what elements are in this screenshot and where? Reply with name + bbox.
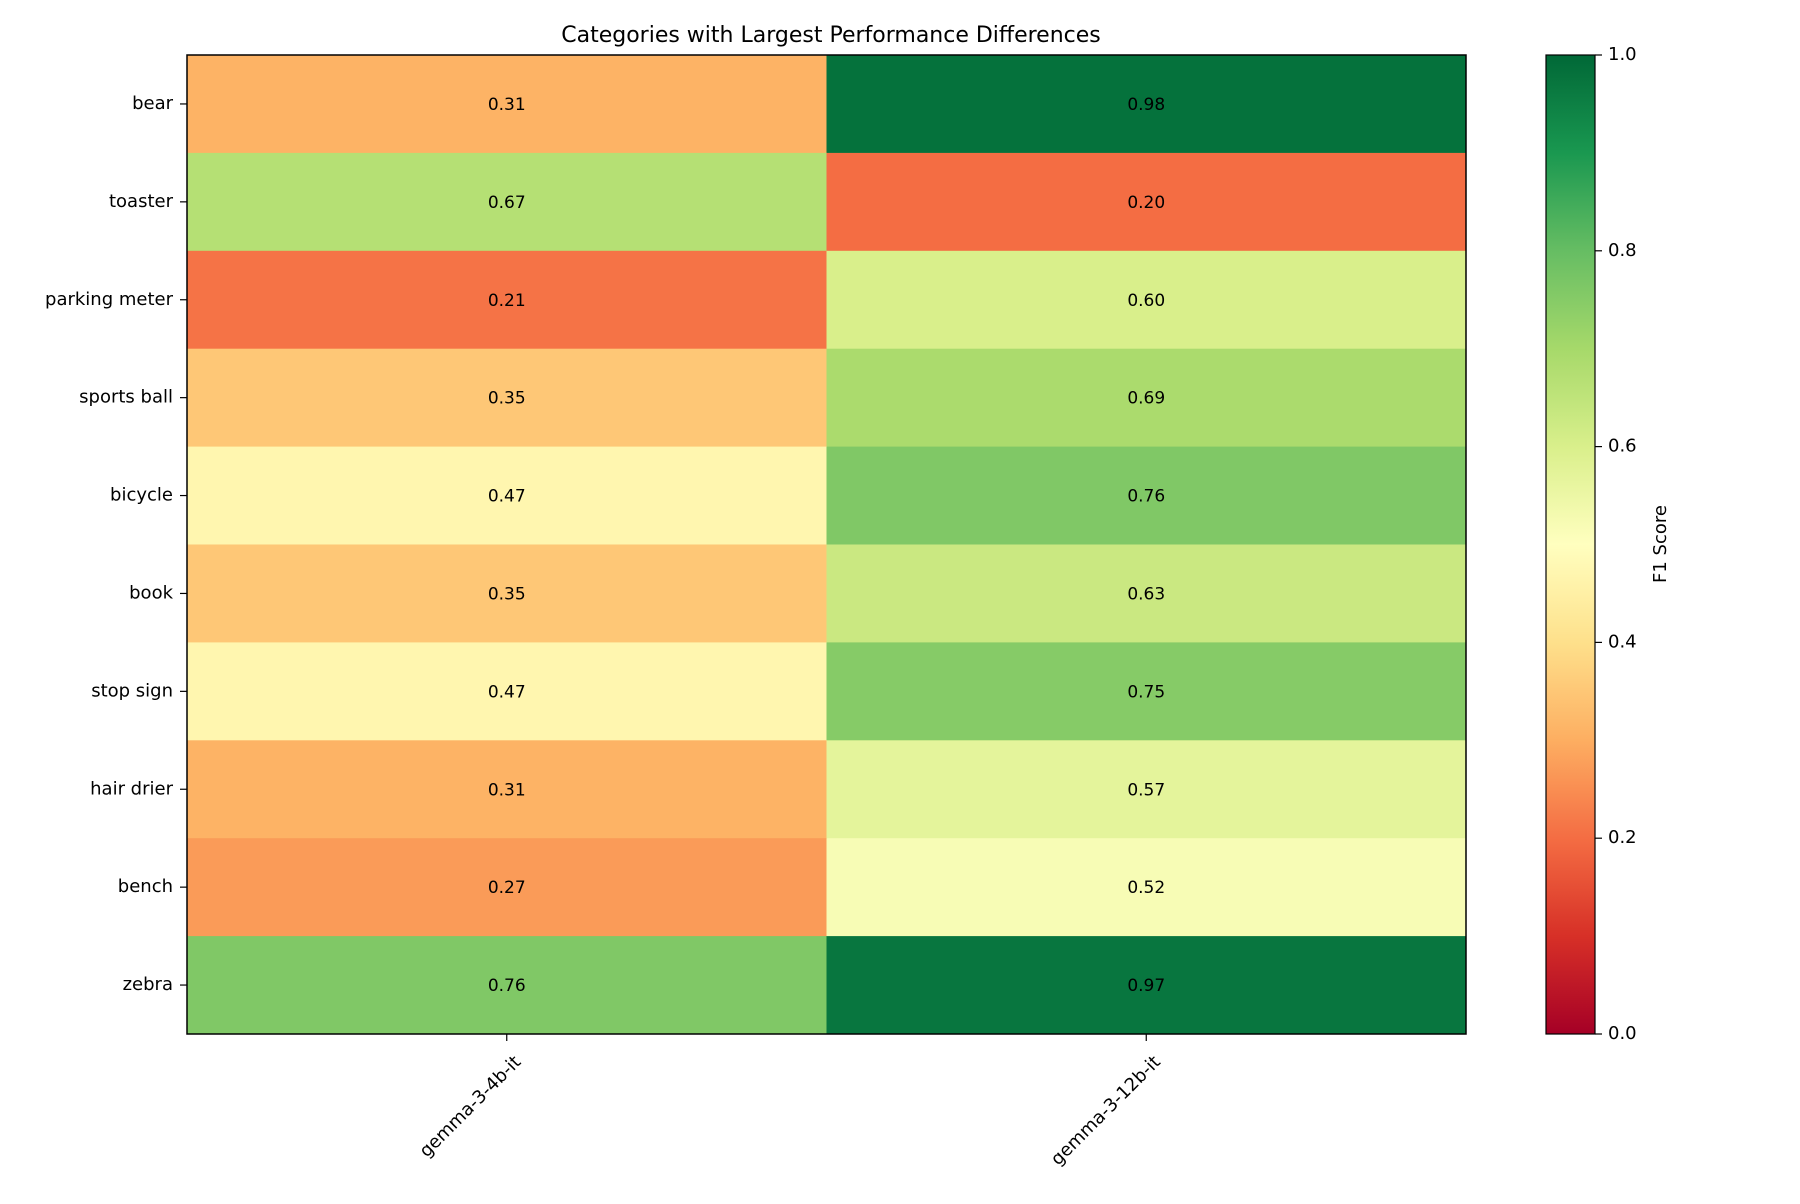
cell-value-label: 0.63 bbox=[1127, 584, 1165, 604]
column-label: gemma-3-4b-it bbox=[415, 1052, 525, 1162]
row-label: bench bbox=[118, 876, 173, 897]
colorbar-tick-label: 0.6 bbox=[1608, 436, 1637, 457]
row-label: parking meter bbox=[45, 289, 174, 310]
cell-value-labels: 0.31 0.98 0.67 0.20 0.21 0.60 0.35 0.69 0.47 0.76… bbox=[488, 95, 1165, 996]
heatmap-cell bbox=[187, 250, 827, 350]
cell-value-label: 0.67 bbox=[488, 193, 526, 213]
cell-value-label: 0.52 bbox=[1127, 878, 1165, 898]
heatmap-cell bbox=[826, 446, 1467, 545]
cell-value-label: 0.20 bbox=[1127, 193, 1165, 213]
heatmap-cell bbox=[187, 936, 827, 1035]
heatmap-cell bbox=[187, 348, 827, 448]
heatmap-cell bbox=[187, 642, 827, 741]
row-label: sports ball bbox=[79, 387, 173, 408]
row-label: hair drier bbox=[90, 778, 173, 799]
row-label: stop sign bbox=[91, 680, 173, 701]
cell-value-label: 0.47 bbox=[488, 487, 526, 507]
row-label: toaster bbox=[109, 191, 174, 212]
cell-value-label: 0.35 bbox=[488, 584, 526, 604]
cell-value-label: 0.76 bbox=[488, 976, 526, 996]
colorbar-tick-label: 1.0 bbox=[1608, 44, 1637, 65]
heatmap-cells bbox=[187, 55, 1467, 1035]
cell-value-label: 0.69 bbox=[1127, 389, 1165, 409]
colorbar-tick-label: 0.2 bbox=[1608, 827, 1637, 848]
colorbar: 0.0 0.2 0.4 0.6 0.8 1.0 F1 Score bbox=[1545, 44, 1671, 1044]
colorbar-tick-label: 0.0 bbox=[1608, 1023, 1637, 1044]
colorbar-tick-label: 0.8 bbox=[1608, 240, 1637, 261]
heatmap-cell bbox=[826, 348, 1467, 448]
cell-value-label: 0.60 bbox=[1127, 291, 1165, 311]
column-labels: gemma-3-4b-it gemma-3-12b-it bbox=[415, 1034, 1165, 1170]
heatmap-cell bbox=[187, 152, 827, 252]
cell-value-label: 0.98 bbox=[1127, 95, 1165, 115]
heatmap-cell bbox=[187, 446, 827, 545]
colorbar-ticks: 0.0 0.2 0.4 0.6 0.8 1.0 bbox=[1595, 44, 1637, 1044]
colorbar-gradient bbox=[1545, 54, 1596, 1035]
row-labels: bear toaster parking meter sports ball bicyc… bbox=[45, 93, 187, 995]
heatmap-cell bbox=[826, 55, 1467, 154]
cell-value-label: 0.35 bbox=[488, 389, 526, 409]
heatmap-cell bbox=[826, 740, 1467, 839]
chart-title: Categories with Largest Performance Diff… bbox=[561, 23, 1101, 48]
cell-value-label: 0.21 bbox=[488, 291, 526, 311]
cell-value-label: 0.31 bbox=[488, 95, 526, 115]
heatmap-cell bbox=[826, 838, 1467, 937]
cell-value-label: 0.27 bbox=[488, 878, 526, 898]
row-label: zebra bbox=[123, 974, 173, 995]
heatmap-cell bbox=[187, 838, 827, 937]
cell-value-label: 0.75 bbox=[1127, 682, 1165, 702]
cell-value-label: 0.57 bbox=[1127, 780, 1165, 800]
cell-value-label: 0.31 bbox=[488, 780, 526, 800]
heatmap-cell bbox=[826, 642, 1467, 741]
row-label: bear bbox=[132, 93, 174, 114]
heatmap-cell bbox=[826, 544, 1467, 643]
row-label: book bbox=[129, 582, 173, 603]
cell-value-label: 0.76 bbox=[1127, 487, 1165, 507]
plot-frame bbox=[186, 54, 1467, 1035]
heatmap-cell bbox=[187, 55, 827, 154]
colorbar-label: F1 Score bbox=[1650, 505, 1671, 583]
heatmap-cell bbox=[826, 250, 1467, 350]
heatmap-cell bbox=[826, 152, 1467, 252]
row-label: bicycle bbox=[110, 485, 173, 506]
column-label: gemma-3-12b-it bbox=[1047, 1052, 1165, 1170]
heatmap-cell bbox=[826, 936, 1467, 1035]
heatmap-cell bbox=[187, 740, 827, 839]
cell-value-label: 0.47 bbox=[488, 682, 526, 702]
cell-value-label: 0.97 bbox=[1127, 976, 1165, 996]
heatmap-cell bbox=[187, 544, 827, 643]
colorbar-tick-label: 0.4 bbox=[1608, 631, 1637, 652]
